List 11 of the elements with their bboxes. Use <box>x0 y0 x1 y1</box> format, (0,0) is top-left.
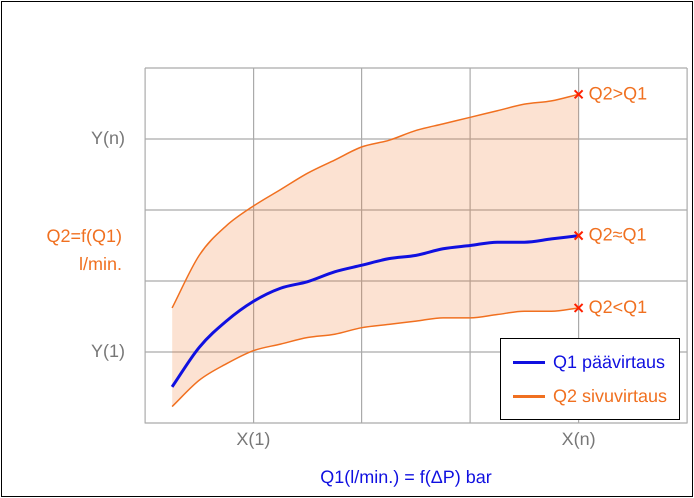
annotation: Q2≈Q1 <box>588 224 647 245</box>
annotation: Q2<Q1 <box>588 296 648 317</box>
x-axis-title: Q1(l/min.) = f(ΔP) bar <box>320 466 492 487</box>
legend-label: Q2 sivuvirtaus <box>552 386 667 406</box>
y-axis-title: Q2=f(Q1) l/min. <box>46 226 122 274</box>
annotation: Q2>Q1 <box>588 83 648 104</box>
text: Y(n) <box>90 128 125 148</box>
legend-label: Q1 päävirtaus <box>552 352 666 372</box>
x-tick-label: X(1) <box>236 428 270 449</box>
x-tick-label: X(n) <box>562 428 596 449</box>
text: Y(1) <box>90 340 125 361</box>
